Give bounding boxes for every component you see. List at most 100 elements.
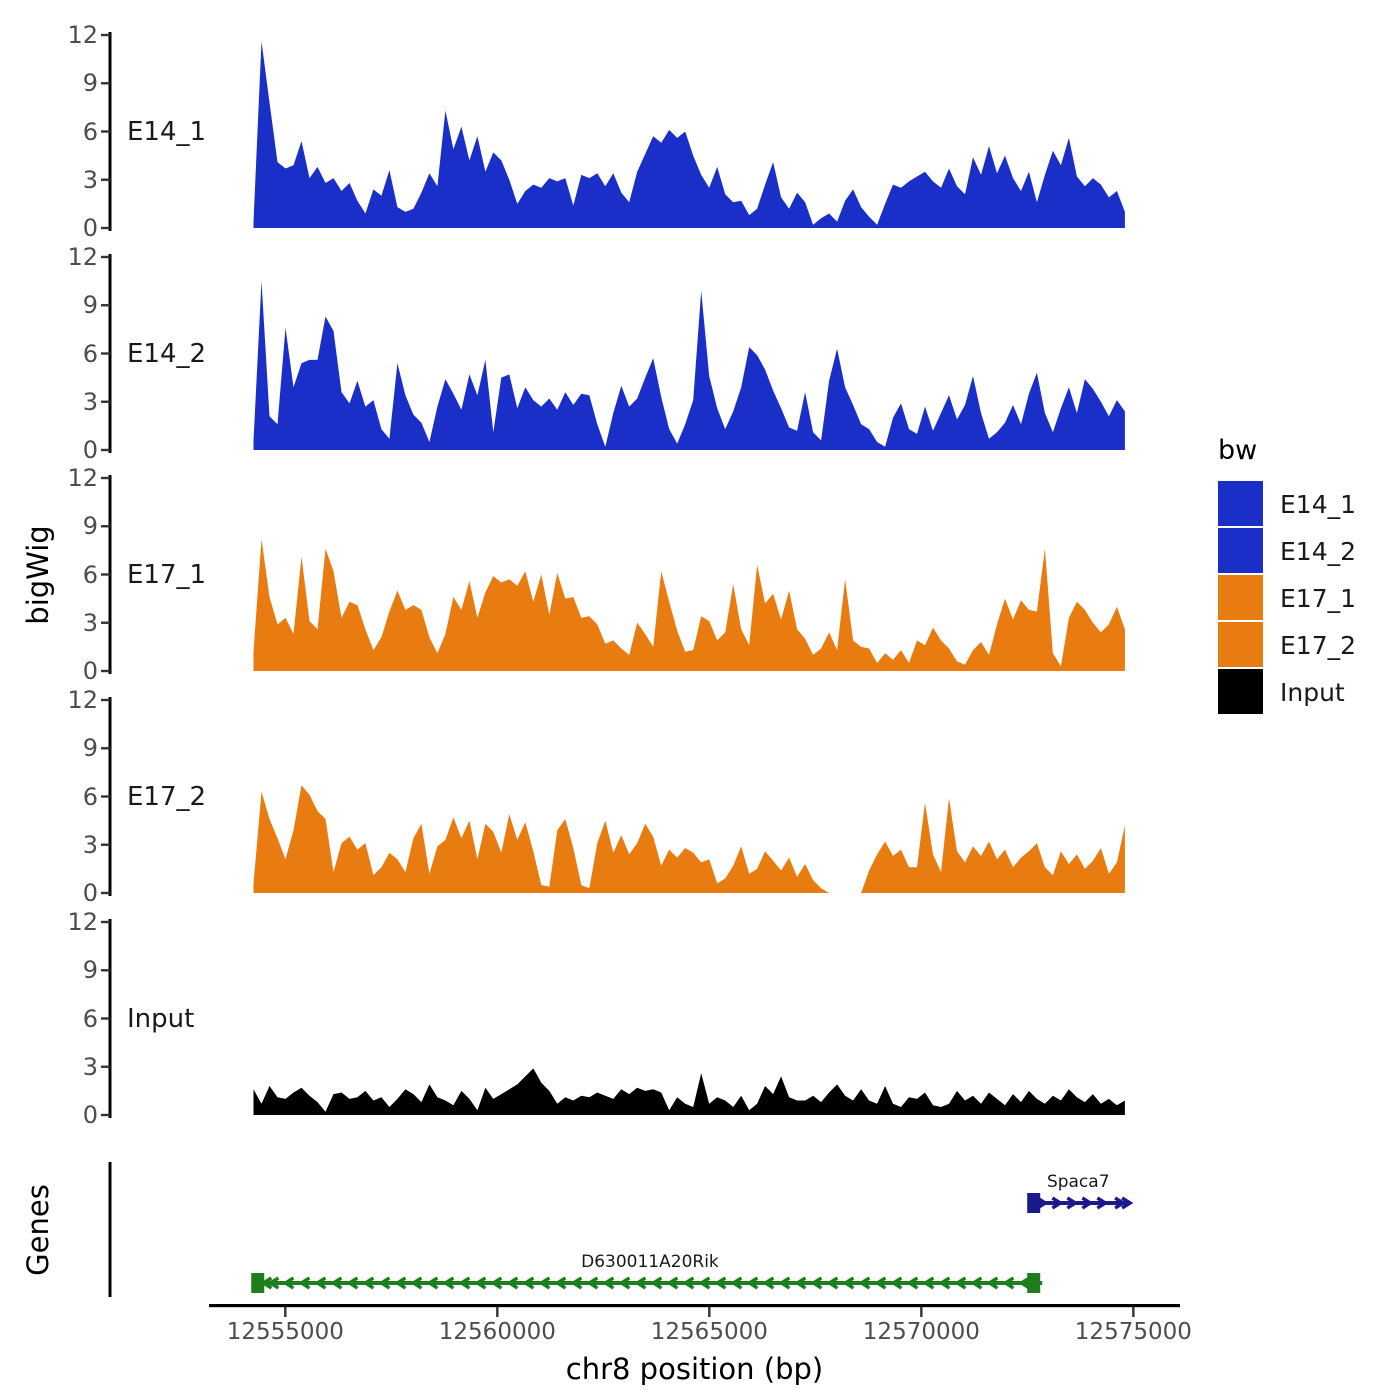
gene-strand-chevron: [1081, 1196, 1094, 1210]
x-tick-mark: [1132, 1307, 1135, 1317]
gene-strand-chevron: [410, 1276, 423, 1290]
legend-item-label-E17_2: E17_2: [1280, 631, 1357, 660]
gene-strand-chevron: [442, 1276, 455, 1290]
y-tick-label: 9: [82, 291, 98, 320]
legend-item-label-E17_1: E17_1: [1280, 584, 1357, 613]
y-tick-mark: [101, 476, 110, 480]
gene-strand-chevron: [890, 1276, 903, 1290]
y-tick-mark: [101, 573, 110, 576]
gene-strand-chevron: [666, 1276, 679, 1290]
y-tick-mark: [101, 1065, 110, 1068]
x-tick-mark: [920, 1307, 923, 1317]
y-tick-mark: [101, 669, 110, 673]
area-Input: [253, 1068, 1125, 1115]
gene-strand-chevron: [698, 1276, 711, 1290]
x-tick-label: 12560000: [438, 1319, 556, 1345]
x-tick-label: 12570000: [862, 1319, 980, 1345]
gene-strand-chevron: [394, 1276, 407, 1290]
y-tick-label: 12: [67, 243, 98, 271]
x-tick-label: 12575000: [1074, 1319, 1192, 1345]
gene-strand-chevron: [762, 1276, 775, 1290]
y-tick-mark: [101, 304, 110, 307]
gene-strand-chevron: [298, 1276, 311, 1290]
gene-label-Spaca7: Spaca7: [1046, 1172, 1110, 1192]
gene-strand-chevron: [906, 1276, 919, 1290]
y-tick-label: 12: [67, 908, 98, 936]
gene-strand-chevron: [1002, 1276, 1015, 1290]
x-tick-label: 12565000: [650, 1319, 768, 1345]
gene-strand-chevron: [378, 1276, 391, 1290]
track-label-E17_2: E17_2: [127, 781, 207, 812]
gene-strand-chevron: [826, 1276, 839, 1290]
y-tick-label: 3: [82, 830, 98, 859]
legend-item-label-E14_2: E14_2: [1280, 537, 1357, 566]
track-label-Input: Input: [127, 1003, 195, 1034]
legend-swatch-E14_1: [1218, 481, 1263, 526]
gene-strand-chevron: [490, 1276, 503, 1290]
y-tick-mark: [101, 255, 110, 259]
y-tick-label: 0: [82, 436, 98, 464]
gene-strand-chevron: [778, 1276, 791, 1290]
track-label-E17_1: E17_1: [127, 559, 207, 590]
gene-strand-chevron: [554, 1276, 567, 1290]
gene-strand-chevron: [362, 1276, 375, 1290]
gene-exon-block: [1027, 1193, 1041, 1213]
y-tick-label: 6: [82, 560, 98, 589]
gene-strand-chevron: [858, 1276, 871, 1290]
gene-strand-chevron: [330, 1276, 343, 1290]
gene-strand-chevron: [682, 1276, 695, 1290]
gene-strand-chevron: [1066, 1196, 1079, 1210]
gene-strand-chevron: [810, 1276, 823, 1290]
y-tick-mark: [101, 891, 110, 895]
gene-strand-chevron: [650, 1276, 663, 1290]
y-tick-label: 6: [82, 339, 98, 368]
y-tick-label: 9: [82, 956, 98, 985]
y-tick-label: 3: [82, 387, 98, 416]
x-tick-mark: [708, 1307, 711, 1317]
y-tick-label: 3: [82, 1052, 98, 1081]
y-tick-label: 0: [82, 879, 98, 907]
genes-y-axis-line: [108, 1162, 112, 1297]
legend-swatch-E14_2: [1218, 528, 1263, 573]
gene-exon-block: [1027, 1273, 1041, 1293]
y-tick-mark: [101, 795, 110, 798]
y-tick-mark: [101, 448, 110, 452]
x-tick-mark: [284, 1307, 287, 1317]
y-tick-label: 9: [82, 69, 98, 98]
y-tick-mark: [101, 969, 110, 972]
y-tick-label: 6: [82, 117, 98, 146]
gene-strand-chevron: [986, 1276, 999, 1290]
track-label-E14_1: E14_1: [127, 116, 207, 147]
y-tick-label: 12: [67, 21, 98, 49]
gene-strand-chevron: [314, 1276, 327, 1290]
gene-strand-chevron: [1096, 1196, 1109, 1210]
gene-strand-chevron: [474, 1276, 487, 1290]
gene-strand-chevron: [970, 1276, 983, 1290]
y-tick-label: 3: [82, 608, 98, 637]
gene-strand-chevron: [922, 1276, 935, 1290]
y-tick-label: 12: [67, 464, 98, 492]
gene-strand-chevron: [602, 1276, 615, 1290]
x-axis-title: chr8 position (bp): [565, 1352, 824, 1386]
gene-strand-chevron: [522, 1276, 535, 1290]
gene-strand-chevron: [1051, 1196, 1064, 1210]
legend-item-label-Input: Input: [1280, 678, 1345, 707]
gene-strand-chevron: [1121, 1196, 1134, 1210]
y-tick-mark: [101, 178, 110, 181]
y-tick-mark: [101, 82, 110, 85]
x-axis-line: [209, 1304, 1180, 1308]
area-E17_1: [253, 539, 1125, 671]
x-tick-mark: [496, 1307, 499, 1317]
gene-strand-chevron: [746, 1276, 759, 1290]
gene-strand-chevron: [1018, 1276, 1031, 1290]
y-tick-mark: [101, 352, 110, 355]
y-tick-mark: [101, 1017, 110, 1020]
y-tick-mark: [101, 747, 110, 750]
area-E14_2: [253, 281, 1125, 450]
legend-swatch-Input: [1218, 669, 1263, 714]
gene-strand-chevron: [346, 1276, 359, 1290]
y-tick-label: 3: [82, 165, 98, 194]
genes-axis-label: Genes: [21, 1184, 55, 1276]
gene-strand-chevron: [634, 1276, 647, 1290]
